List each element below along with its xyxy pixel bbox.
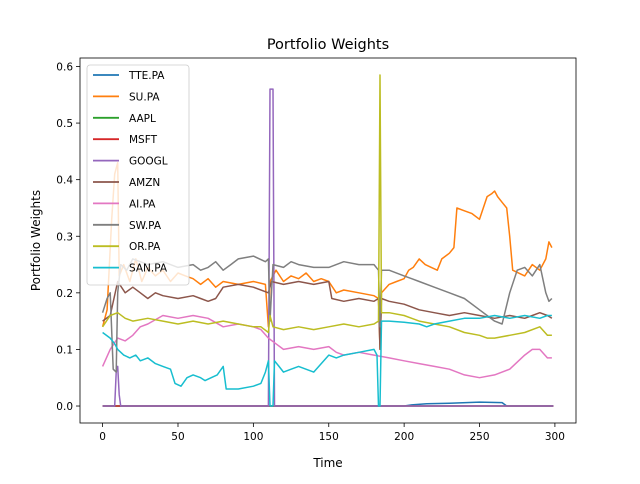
x-axis-label: Time — [312, 456, 342, 470]
y-axis-ticks: 0.0 0.1 0.2 0.3 0.4 0.5 0.6 — [56, 61, 80, 413]
series-line-amzn — [102, 280, 553, 351]
legend-label: AAPL — [129, 113, 156, 125]
y-tick-label: 0.4 — [56, 175, 73, 187]
legend-label: MSFT — [129, 134, 158, 146]
y-tick-label: 0.0 — [56, 401, 73, 413]
x-tick-label: 100 — [243, 431, 263, 443]
y-tick-label: 0.1 — [56, 344, 73, 356]
x-tick-label: 150 — [319, 431, 339, 443]
legend-label: SAN.PA — [129, 263, 168, 275]
y-axis-label: Portfolio Weights — [29, 190, 43, 291]
legend-label: AI.PA — [129, 198, 156, 210]
chart-title: Portfolio Weights — [267, 37, 389, 53]
y-tick-label: 0.5 — [56, 118, 73, 130]
series-line-san-pa — [102, 314, 552, 407]
x-tick-label: 50 — [171, 431, 184, 443]
y-tick-label: 0.6 — [56, 61, 73, 73]
legend-label: GOOGL — [129, 156, 168, 168]
x-tick-label: 0 — [99, 431, 106, 443]
x-tick-label: 200 — [394, 431, 414, 443]
legend-label: OR.PA — [129, 241, 161, 253]
y-tick-label: 0.3 — [56, 231, 73, 243]
x-tick-label: 300 — [545, 431, 565, 443]
legend-label: SU.PA — [129, 91, 160, 103]
legend-label: SW.PA — [129, 220, 162, 232]
legend: TTE.PA SU.PA AAPL MSFT GOOGL AMZN AI.PA SW.PA OR… — [86, 64, 190, 286]
y-tick-label: 0.2 — [56, 288, 73, 300]
plot-frame — [79, 57, 577, 424]
series-line-ai-pa — [101, 314, 552, 379]
legend-label: AMZN — [129, 177, 160, 189]
legend-box — [86, 64, 190, 286]
legend-label: TTE.PA — [128, 70, 165, 82]
series-line-or-pa — [101, 74, 552, 339]
x-tick-label: 250 — [469, 431, 489, 443]
series-line-googl — [102, 88, 554, 407]
x-axis-ticks: 0 50 100 150 200 250 300 — [99, 423, 565, 443]
